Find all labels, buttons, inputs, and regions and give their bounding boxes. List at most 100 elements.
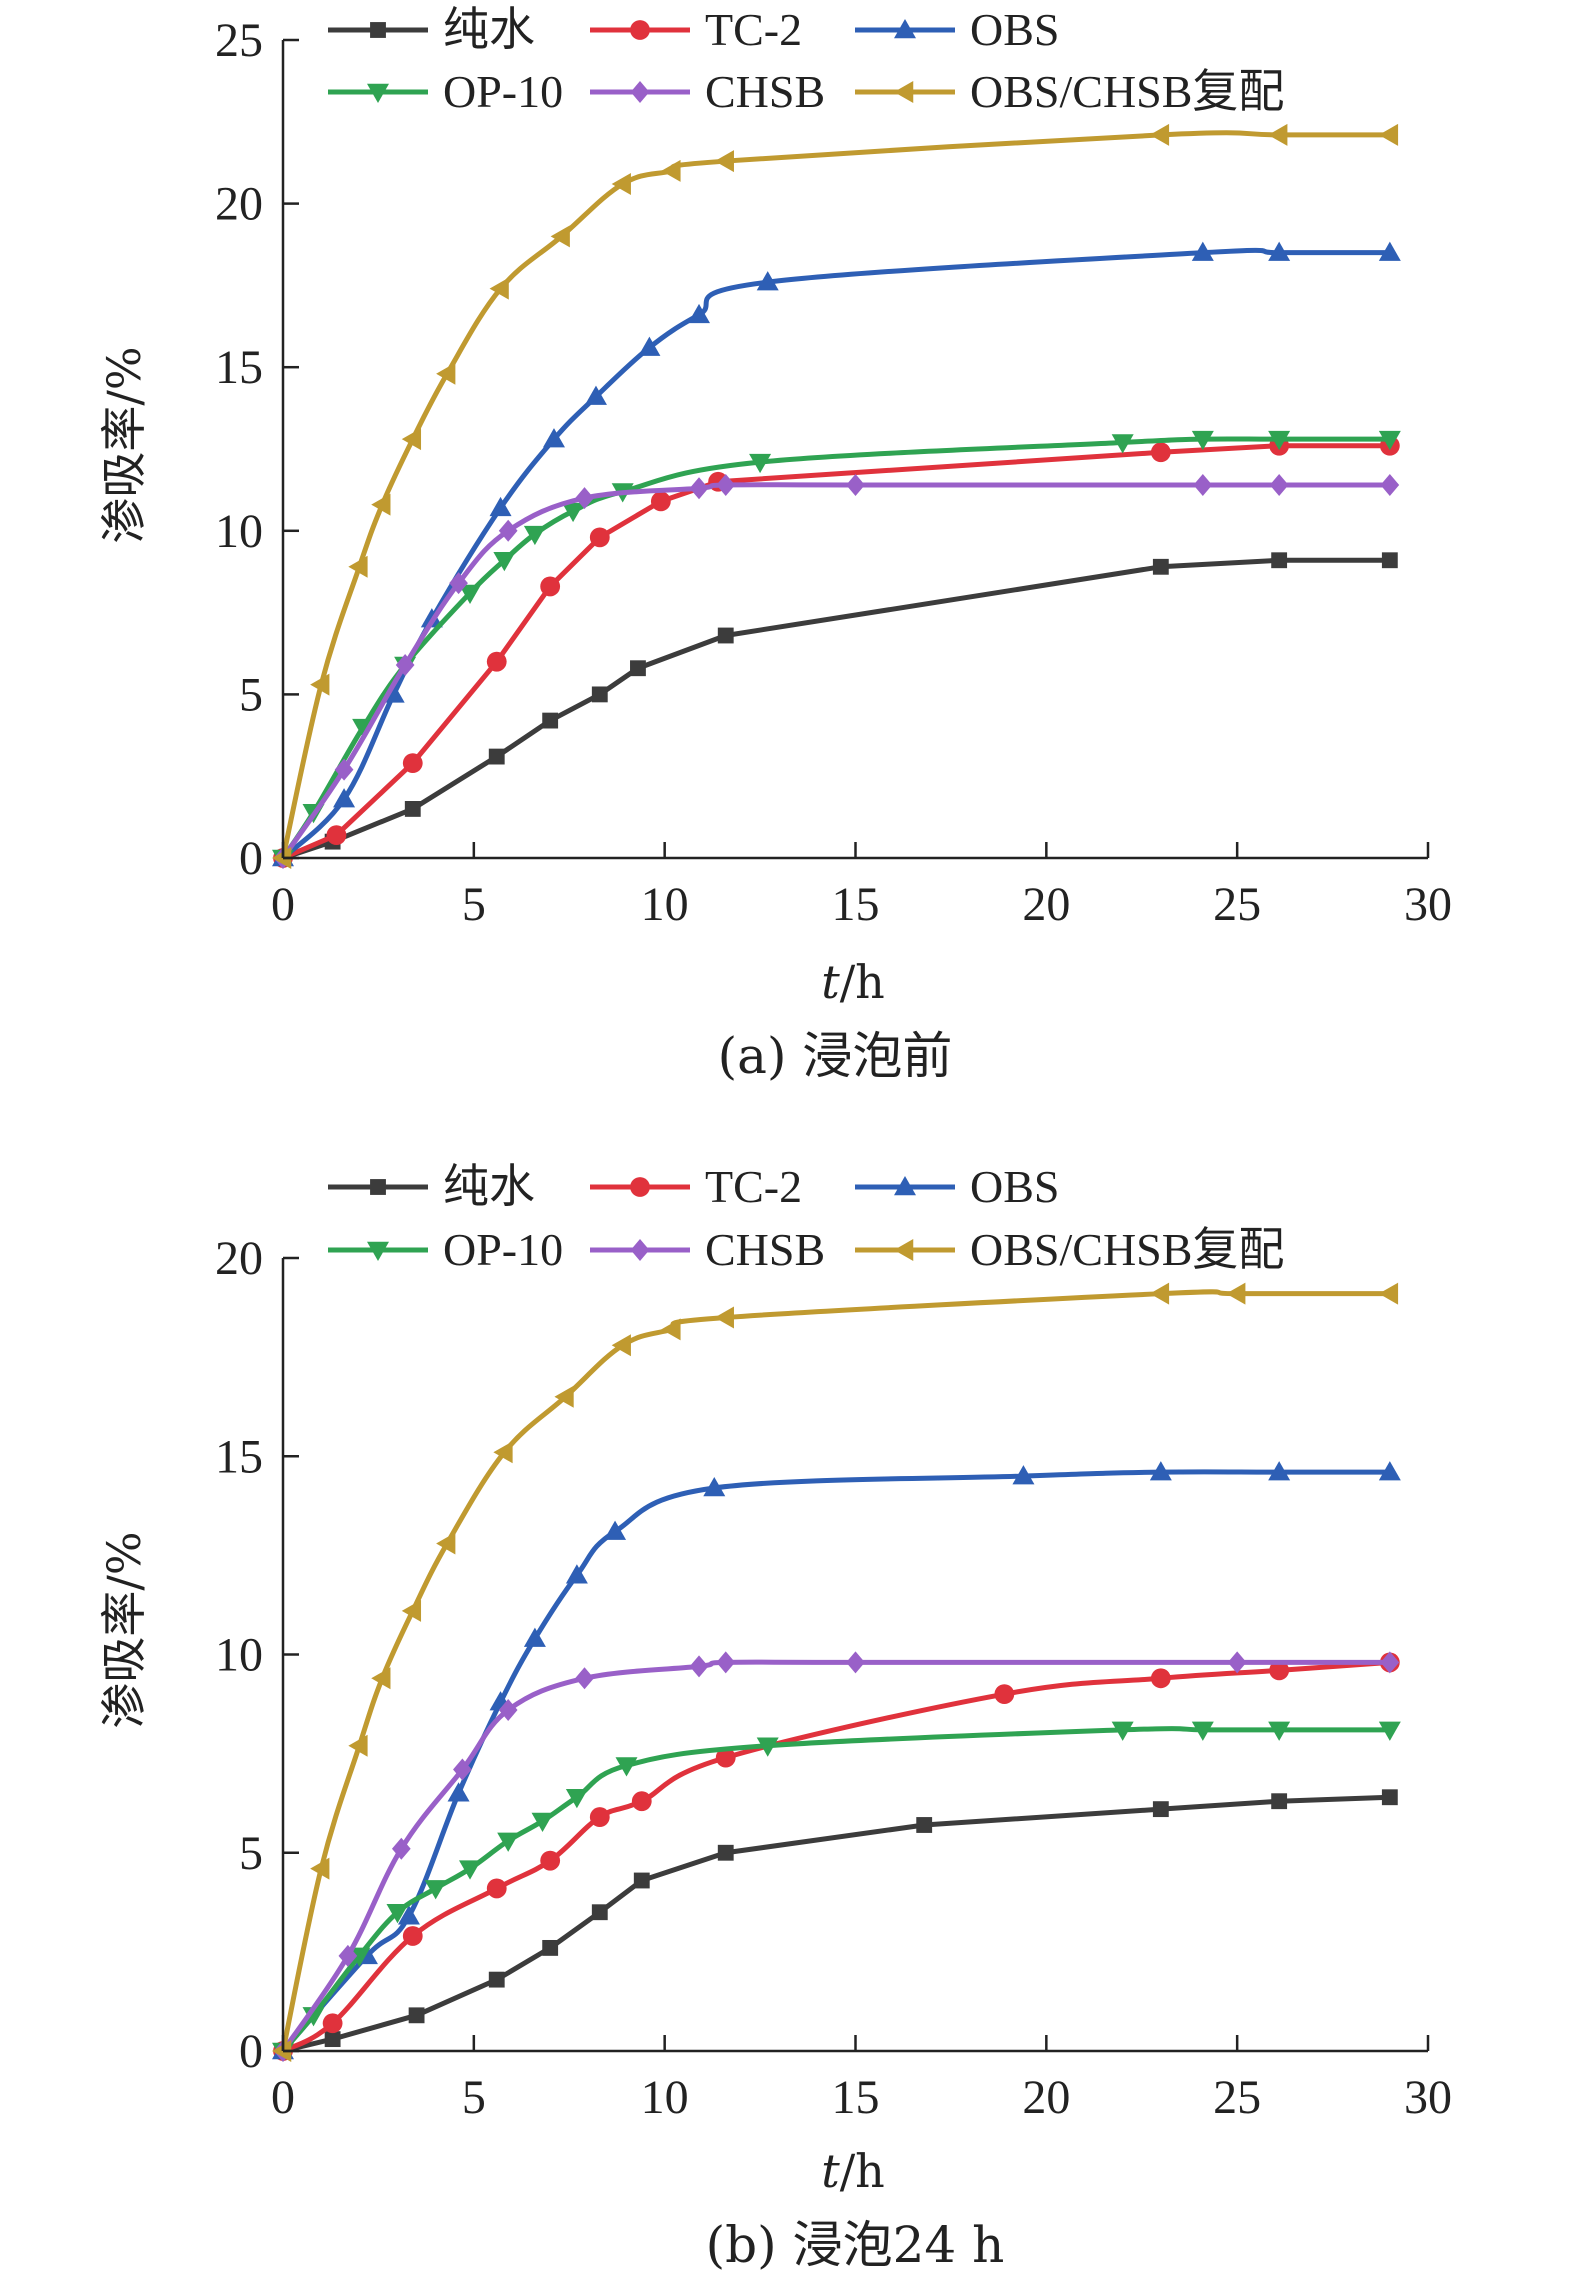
data-point-a-5 [310,673,330,696]
legend-marker-b-5 [894,1239,914,1261]
series-line-a-5 [280,130,1393,861]
data-point-b-3 [386,1903,409,1924]
data-point-b-3 [565,1788,588,1809]
data-point-a-1 [650,491,671,512]
series-line-b-1 [280,1659,1393,2054]
legend-entry-a-0: 纯水 [328,4,535,55]
legend-label-b-0: 纯水 [443,1161,535,1212]
x-tick-label-b: 15 [832,2071,880,2124]
series-a-2 [272,241,1401,867]
data-point-b-5 [661,1318,681,1341]
series-line-b-0 [280,1794,1393,2054]
data-point-b-3 [459,1860,482,1880]
series-a-1 [273,435,1400,868]
y-tick-label-a: 5 [239,668,263,721]
legend-label-b-4: CHSB [705,1224,825,1275]
data-point-b-5 [1149,1282,1170,1305]
data-point-b-1 [994,1684,1015,1705]
data-point-b-1 [715,1747,736,1768]
data-point-b-0 [1271,1793,1288,1810]
y-tick-label-b: 5 [239,1827,263,1880]
data-point-b-3 [424,1880,447,1900]
x-tick-label-b: 10 [641,2071,689,2124]
series-line-a-0 [280,557,1393,861]
x-axis-title-var-b: t [821,2144,840,2198]
data-point-a-1 [402,753,423,774]
legend-entry-a-4: CHSB [590,66,825,117]
data-point-b-4 [391,1837,411,1860]
data-point-b-5 [1378,1282,1399,1305]
data-point-a-0 [1381,552,1398,569]
legend-b: 纯水 TC-2 OBS OP-10 CHSB OBS/CHSB复配 [328,1161,1284,1275]
data-point-a-5 [661,159,681,182]
legend-marker-b-3 [367,1241,389,1261]
data-point-a-3 [493,551,516,572]
axes-a: 0 5 10 15 20 25 0 5 10 15 20 25 30 [215,14,1452,931]
data-point-b-2 [604,1520,627,1540]
data-point-a-4 [1380,473,1400,496]
data-point-a-0 [591,686,608,703]
data-point-a-5 [489,277,509,300]
data-point-b-2 [397,1905,420,1925]
legend-label-b-1: TC-2 [705,1161,802,1212]
data-point-a-2 [688,303,711,324]
data-point-b-1 [402,1926,423,1946]
data-point-b-1 [540,1850,561,1871]
data-point-b-1 [1150,1668,1171,1689]
data-point-b-1 [631,1791,652,1812]
data-point-a-4 [498,519,518,542]
data-point-b-5 [348,1734,368,1757]
data-point-a-5 [550,225,570,248]
data-point-a-0 [542,712,559,729]
legend-entry-a-3: OP-10 [328,66,563,117]
y-tick-label-a: 25 [215,14,263,67]
series-line-a-1 [280,443,1393,861]
data-point-b-2 [1378,1461,1401,1481]
data-point-a-3 [523,525,546,546]
data-point-a-0 [717,627,734,644]
series-line-a-2 [280,247,1393,861]
data-point-b-4 [498,1699,518,1722]
x-tick-label-a: 0 [271,878,295,931]
legend-label-a-5: OBS/CHSB复配 [970,66,1284,117]
data-point-b-4 [846,1651,865,1674]
data-point-a-4 [846,473,865,496]
data-point-a-2 [584,385,607,405]
data-point-b-0 [324,2031,341,2048]
data-point-a-0 [630,660,646,677]
data-point-b-0 [633,1872,650,1889]
data-point-b-5 [611,1334,631,1357]
series-b-1 [273,1652,1400,2061]
x-tick-label-b: 20 [1022,2071,1070,2124]
caption-a: (a) 浸泡前 [718,1027,953,1085]
series-b-4 [273,1651,1400,2062]
legend-entry-a-2: OBS [855,4,1059,55]
series-a-3 [272,430,1401,869]
data-point-b-1 [486,1878,507,1899]
data-point-a-1 [326,825,347,845]
data-point-b-5 [272,2040,292,2062]
series-b-2 [272,1461,1401,2060]
data-point-b-0 [542,1939,559,1956]
legend-label-a-3: OP-10 [443,66,563,117]
data-point-a-2 [1378,241,1401,261]
legend-label-a-0: 纯水 [443,4,535,55]
y-tick-label-b: 10 [215,1629,263,1682]
data-point-b-5 [310,1857,330,1880]
x-tick-label-b: 30 [1404,2071,1452,2124]
legend-marker-b-1 [630,1177,650,1197]
data-point-b-0 [488,1971,505,1988]
legend-label-a-1: TC-2 [705,4,802,55]
data-point-b-1 [589,1807,610,1827]
data-point-b-4 [453,1758,472,1781]
legend-label-a-2: OBS [970,4,1059,55]
data-point-a-5 [714,150,734,173]
x-axis-title-var-a: t [821,955,840,1009]
legend-entry-b-3: OP-10 [328,1224,563,1275]
data-point-a-0 [488,748,505,765]
data-point-a-2 [333,788,356,808]
data-point-a-5 [371,493,391,516]
data-point-b-0 [591,1904,608,1921]
